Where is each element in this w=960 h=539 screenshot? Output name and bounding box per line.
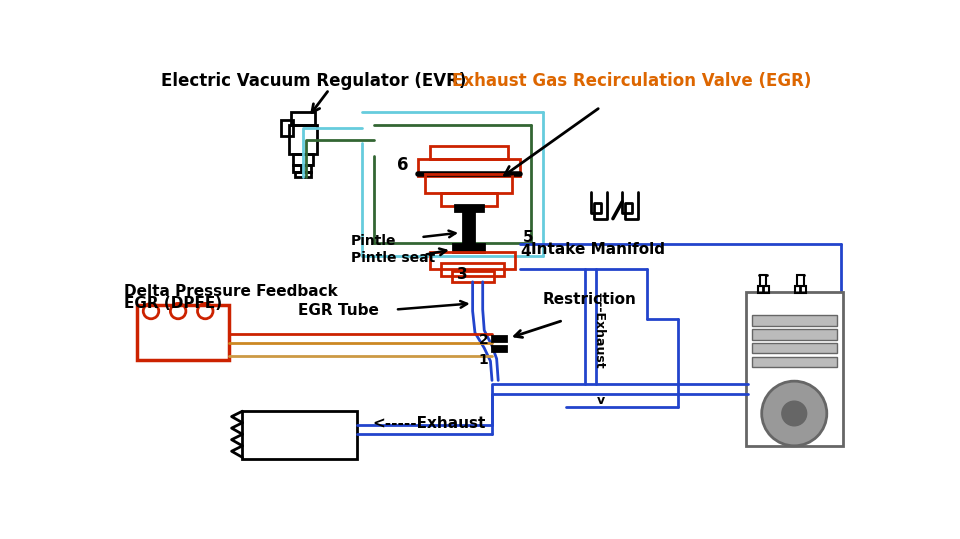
Circle shape: [761, 381, 827, 446]
Text: 4: 4: [520, 244, 531, 259]
Text: Pintle seat: Pintle seat: [351, 251, 435, 265]
Bar: [795, 286, 805, 293]
Bar: [753, 356, 837, 367]
Text: Electric Vacuum Regulator (EVR): Electric Vacuum Regulator (EVR): [161, 72, 467, 91]
Bar: [425, 174, 512, 192]
Bar: [293, 154, 313, 165]
Text: 6: 6: [397, 156, 409, 174]
Bar: [418, 160, 520, 176]
Text: <-----Exhaust: <-----Exhaust: [372, 416, 485, 431]
Bar: [492, 345, 506, 351]
Text: 5: 5: [523, 230, 534, 245]
Text: v: v: [596, 394, 605, 407]
Bar: [452, 271, 493, 282]
Bar: [289, 125, 317, 154]
Bar: [293, 165, 300, 172]
Text: Delta Pressure Feedback: Delta Pressure Feedback: [124, 284, 338, 299]
Bar: [746, 292, 843, 446]
Bar: [281, 120, 293, 135]
Text: EGR Tube: EGR Tube: [299, 303, 379, 319]
Bar: [753, 329, 837, 340]
Text: 1: 1: [478, 353, 488, 367]
Bar: [137, 305, 228, 361]
Bar: [441, 262, 504, 277]
Bar: [453, 244, 484, 252]
Bar: [430, 252, 516, 269]
Bar: [798, 275, 804, 286]
Bar: [430, 146, 508, 160]
Text: EGR (DPFE): EGR (DPFE): [124, 296, 222, 310]
Text: 2: 2: [478, 333, 488, 347]
Text: 3: 3: [457, 267, 468, 282]
Text: Pintle: Pintle: [351, 234, 396, 248]
Bar: [760, 275, 766, 286]
Circle shape: [781, 401, 806, 426]
Text: Exhaust Gas Recirculation Valve (EGR): Exhaust Gas Recirculation Valve (EGR): [452, 72, 811, 91]
Bar: [243, 411, 357, 459]
Bar: [753, 315, 837, 326]
Bar: [291, 113, 315, 125]
Text: Intake Manifold: Intake Manifold: [531, 242, 664, 257]
Text: Restriction: Restriction: [542, 292, 636, 307]
Bar: [464, 206, 474, 248]
Bar: [455, 205, 483, 211]
Bar: [295, 172, 311, 177]
Text: ----Exhaust: ----Exhaust: [592, 292, 606, 369]
Bar: [441, 192, 496, 206]
Bar: [757, 286, 769, 293]
Bar: [492, 336, 506, 341]
Bar: [303, 165, 311, 172]
Bar: [753, 343, 837, 354]
